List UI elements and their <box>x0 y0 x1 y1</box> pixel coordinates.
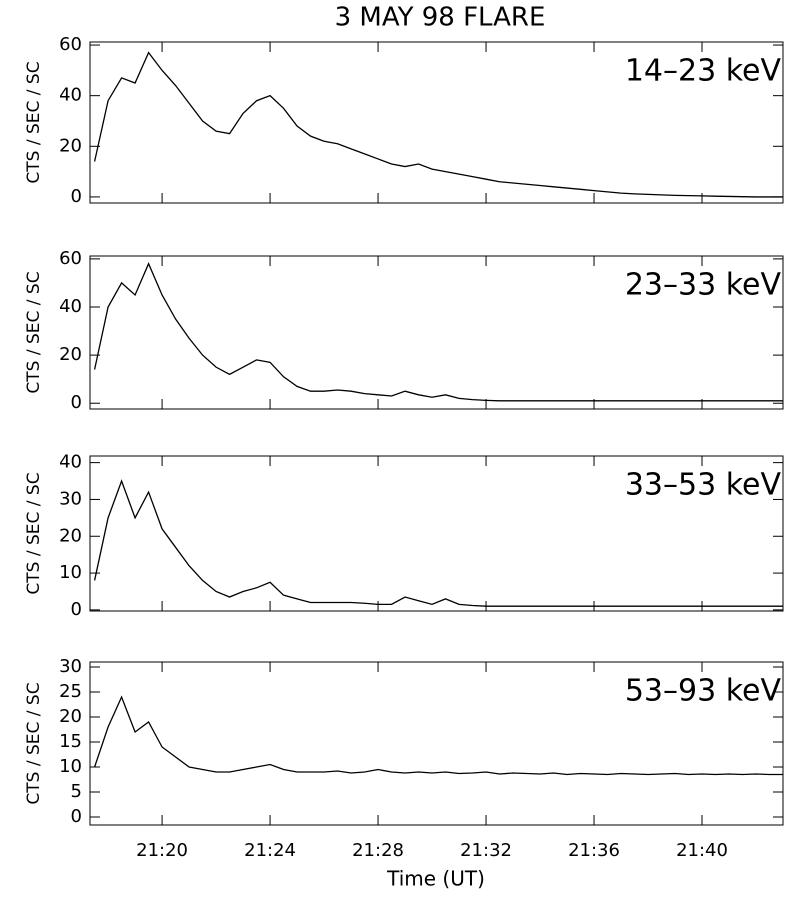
data-line <box>93 51 783 198</box>
plot-frame <box>89 41 784 204</box>
plot-frame <box>89 455 784 612</box>
y-tick-label: 30 <box>59 656 82 677</box>
y-tick-label: 20 <box>59 525 82 546</box>
x-tick-label: 21:28 <box>352 840 404 861</box>
y-tick-label: 60 <box>59 248 82 269</box>
y-tick-label: 0 <box>71 392 82 413</box>
x-tick-label: 21:20 <box>136 840 188 861</box>
y-tick-label: 5 <box>71 781 82 802</box>
y-tick-label: 10 <box>59 756 82 777</box>
y-tick-label: 10 <box>59 562 82 583</box>
y-axis-label: CTS / SEC / SC <box>24 61 44 183</box>
y-axis-label: CTS / SEC / SC <box>24 271 44 393</box>
y-axis-label: CTS / SEC / SC <box>24 472 44 594</box>
y-tick-label: 25 <box>59 681 82 702</box>
y-tick-label: 0 <box>71 599 82 620</box>
panel-label: 53–93 keV <box>625 674 782 709</box>
y-tick-label: 20 <box>59 344 82 365</box>
x-tick-label: 21:36 <box>568 840 620 861</box>
plot-frame <box>89 661 784 826</box>
y-tick-label: 30 <box>59 488 82 509</box>
plot-frame <box>89 255 784 410</box>
x-axis-label: Time (UT) <box>386 867 485 891</box>
y-tick-label: 40 <box>59 452 82 473</box>
panel-label: 23–33 keV <box>625 268 782 303</box>
panel-label: 14–23 keV <box>625 54 782 89</box>
data-line <box>93 479 783 607</box>
x-tick-label: 21:32 <box>460 840 512 861</box>
y-tick-label: 40 <box>59 296 82 317</box>
y-tick-label: 15 <box>59 731 82 752</box>
y-tick-label: 20 <box>59 706 82 727</box>
data-line <box>93 695 783 776</box>
y-tick-label: 60 <box>59 34 82 55</box>
y-axis-label: CTS / SEC / SC <box>24 682 44 804</box>
chart-title: 3 MAY 98 FLARE <box>335 3 546 33</box>
y-tick-label: 0 <box>71 186 82 207</box>
y-tick-label: 0 <box>71 806 82 827</box>
x-tick-label: 21:40 <box>676 840 728 861</box>
panel-label: 33–53 keV <box>625 468 782 503</box>
y-tick-label: 40 <box>59 85 82 106</box>
y-tick-label: 20 <box>59 135 82 156</box>
data-line <box>93 262 783 402</box>
x-tick-label: 21:24 <box>244 840 296 861</box>
